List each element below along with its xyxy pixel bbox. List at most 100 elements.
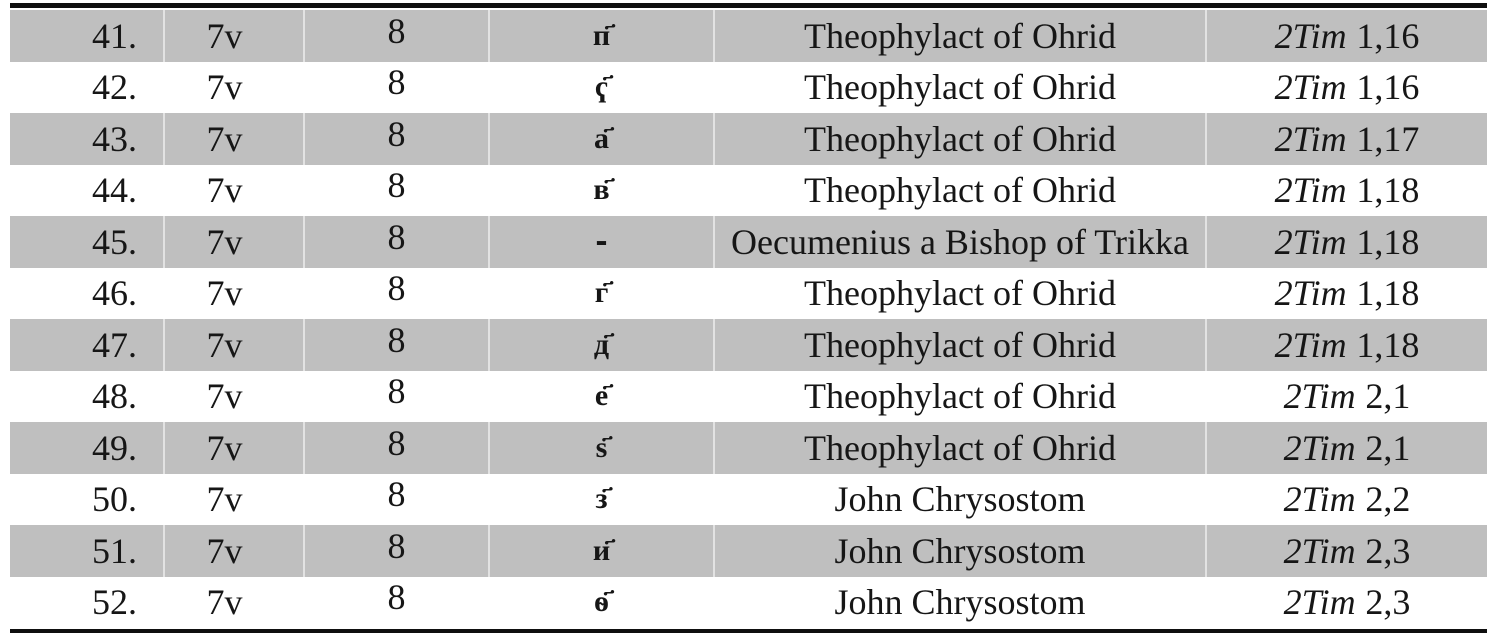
author-cell: Theophylact of Ohrid: [715, 319, 1207, 371]
cyrillic-numeral-glyph: г҃: [594, 275, 609, 311]
entry-number-cell: 46.: [10, 267, 165, 319]
reference-cell: 2Tim 1,17: [1207, 113, 1487, 165]
quire-number: 8: [387, 474, 406, 515]
entry-number-cell: 43.: [10, 113, 165, 165]
cyrillic-numeral-glyph: е҃: [594, 378, 609, 414]
reference-location: 2,3: [1365, 530, 1411, 571]
folio-cell: 7v: [165, 164, 305, 216]
table-row: 41. 7v 8 п҃ Theophylact of Ohrid 2Tim 1,1…: [10, 10, 1487, 62]
cyrillic-numeral-glyph: п҃: [592, 17, 611, 53]
author-cell: John Chrysostom: [715, 525, 1207, 577]
folio-cell: 7v: [165, 370, 305, 422]
table-row: 45. 7v 8 - Oecumenius a Bishop of Trikka…: [10, 216, 1487, 268]
reference-location: 1,18: [1356, 273, 1420, 314]
table-row: 49. 7v 8 ѕ҃ Theophylact of Ohrid 2Tim 2,1: [10, 422, 1487, 474]
table-row: 52. 7v 8 ѳ҃ John Chrysostom 2Tim 2,3: [10, 576, 1487, 629]
reference-cell: 2Tim 2,1: [1207, 422, 1487, 474]
author-cell: Theophylact of Ohrid: [715, 61, 1207, 113]
cyrillic-numeral-glyph: з҃: [595, 481, 608, 517]
reference-book: 2Tim: [1274, 221, 1347, 262]
folio-cell: 7v: [165, 61, 305, 113]
author-cell: Theophylact of Ohrid: [715, 164, 1207, 216]
folio-cell: 7v: [165, 319, 305, 371]
reference-book: 2Tim: [1274, 170, 1347, 211]
table-row: 51. 7v 8 и҃ John Chrysostom 2Tim 2,3: [10, 525, 1487, 577]
cyrillic-numeral-glyph: -: [595, 223, 608, 259]
entry-number-cell: 52.: [10, 576, 165, 628]
reference-cell: 2Tim 1,16: [1207, 10, 1487, 62]
table-row: 43. 7v 8 а҃ Theophylact of Ohrid 2Tim 1,1…: [10, 113, 1487, 165]
gloss-numeral-cell: г҃: [490, 267, 715, 319]
quire-number: 8: [387, 216, 406, 257]
reference-location: 1,18: [1356, 221, 1420, 262]
reference-location: 2,3: [1365, 582, 1411, 623]
reference-cell: 2Tim 2,3: [1207, 577, 1487, 629]
quire-number: 8: [387, 577, 406, 618]
entry-number-cell: 51.: [10, 525, 165, 577]
gloss-numeral-cell: ѳ҃: [490, 576, 715, 628]
author-cell: Theophylact of Ohrid: [715, 422, 1207, 474]
author-cell: John Chrysostom: [715, 473, 1207, 525]
quire-cell: 8: [305, 216, 490, 268]
gloss-numeral-cell: е҃: [490, 370, 715, 422]
reference-book: 2Tim: [1283, 582, 1356, 623]
reference-cell: 2Tim 2,1: [1207, 371, 1487, 423]
reference-book: 2Tim: [1283, 530, 1356, 571]
cyrillic-numeral-glyph: и҃: [592, 532, 611, 568]
quire-cell: 8: [305, 319, 490, 371]
table-row: 48. 7v 8 е҃ Theophylact of Ohrid 2Tim 2,1: [10, 370, 1487, 423]
author-cell: Theophylact of Ohrid: [715, 370, 1207, 422]
gloss-numeral-cell: ҁ҃: [490, 61, 715, 113]
quire-cell: 8: [305, 576, 490, 628]
reference-location: 1,18: [1356, 170, 1420, 211]
entry-number-cell: 48.: [10, 370, 165, 422]
gloss-numeral-cell: а҃: [490, 113, 715, 165]
folio-cell: 7v: [165, 576, 305, 628]
reference-location: 2,2: [1365, 479, 1411, 520]
folio-cell: 7v: [165, 113, 305, 165]
gloss-numeral-cell: ѕ҃: [490, 422, 715, 474]
table-row: 46. 7v 8 г҃ Theophylact of Ohrid 2Tim 1,1…: [10, 267, 1487, 320]
table-frame: 41. 7v 8 п҃ Theophylact of Ohrid 2Tim 1,1…: [10, 3, 1487, 633]
quire-number: 8: [387, 10, 406, 51]
author-cell: Theophylact of Ohrid: [715, 267, 1207, 319]
folio-cell: 7v: [165, 525, 305, 577]
gloss-numeral-cell: д҃: [490, 319, 715, 371]
folio-cell: 7v: [165, 473, 305, 525]
gloss-numeral-cell: в҃: [490, 164, 715, 216]
gloss-inventory-table: 41. 7v 8 п҃ Theophylact of Ohrid 2Tim 1,1…: [10, 10, 1487, 628]
gloss-numeral-cell: -: [490, 216, 715, 268]
reference-location: 1,18: [1356, 324, 1420, 365]
table-body: 41. 7v 8 п҃ Theophylact of Ohrid 2Tim 1,1…: [10, 10, 1487, 628]
entry-number-cell: 44.: [10, 164, 165, 216]
quire-number: 8: [387, 525, 406, 566]
cyrillic-numeral-glyph: в҃: [593, 172, 610, 208]
folio-cell: 7v: [165, 216, 305, 268]
quire-cell: 8: [305, 10, 490, 62]
quire-number: 8: [387, 422, 406, 463]
quire-cell: 8: [305, 422, 490, 474]
gloss-numeral-cell: з҃: [490, 473, 715, 525]
folio-cell: 7v: [165, 267, 305, 319]
author-cell: Oecumenius a Bishop of Trikka: [715, 216, 1207, 268]
quire-number: 8: [387, 113, 406, 154]
reference-book: 2Tim: [1274, 273, 1347, 314]
quire-number: 8: [387, 165, 406, 206]
reference-cell: 2Tim 2,2: [1207, 474, 1487, 526]
quire-cell: 8: [305, 267, 490, 319]
gloss-numeral-cell: п҃: [490, 10, 715, 62]
cyrillic-numeral-glyph: ѕ҃: [595, 429, 608, 465]
quire-cell: 8: [305, 370, 490, 422]
reference-location: 2,1: [1365, 376, 1411, 417]
cyrillic-numeral-glyph: ѳ҃: [594, 584, 609, 620]
entry-number-cell: 49.: [10, 422, 165, 474]
reference-location: 1,16: [1356, 15, 1420, 56]
reference-cell: 2Tim 2,3: [1207, 525, 1487, 577]
reference-cell: 2Tim 1,16: [1207, 62, 1487, 114]
reference-cell: 2Tim 1,18: [1207, 216, 1487, 268]
gloss-numeral-cell: и҃: [490, 525, 715, 577]
cyrillic-numeral-glyph: а҃: [594, 120, 609, 156]
reference-book: 2Tim: [1274, 15, 1347, 56]
quire-number: 8: [387, 268, 406, 309]
reference-cell: 2Tim 1,18: [1207, 268, 1487, 320]
